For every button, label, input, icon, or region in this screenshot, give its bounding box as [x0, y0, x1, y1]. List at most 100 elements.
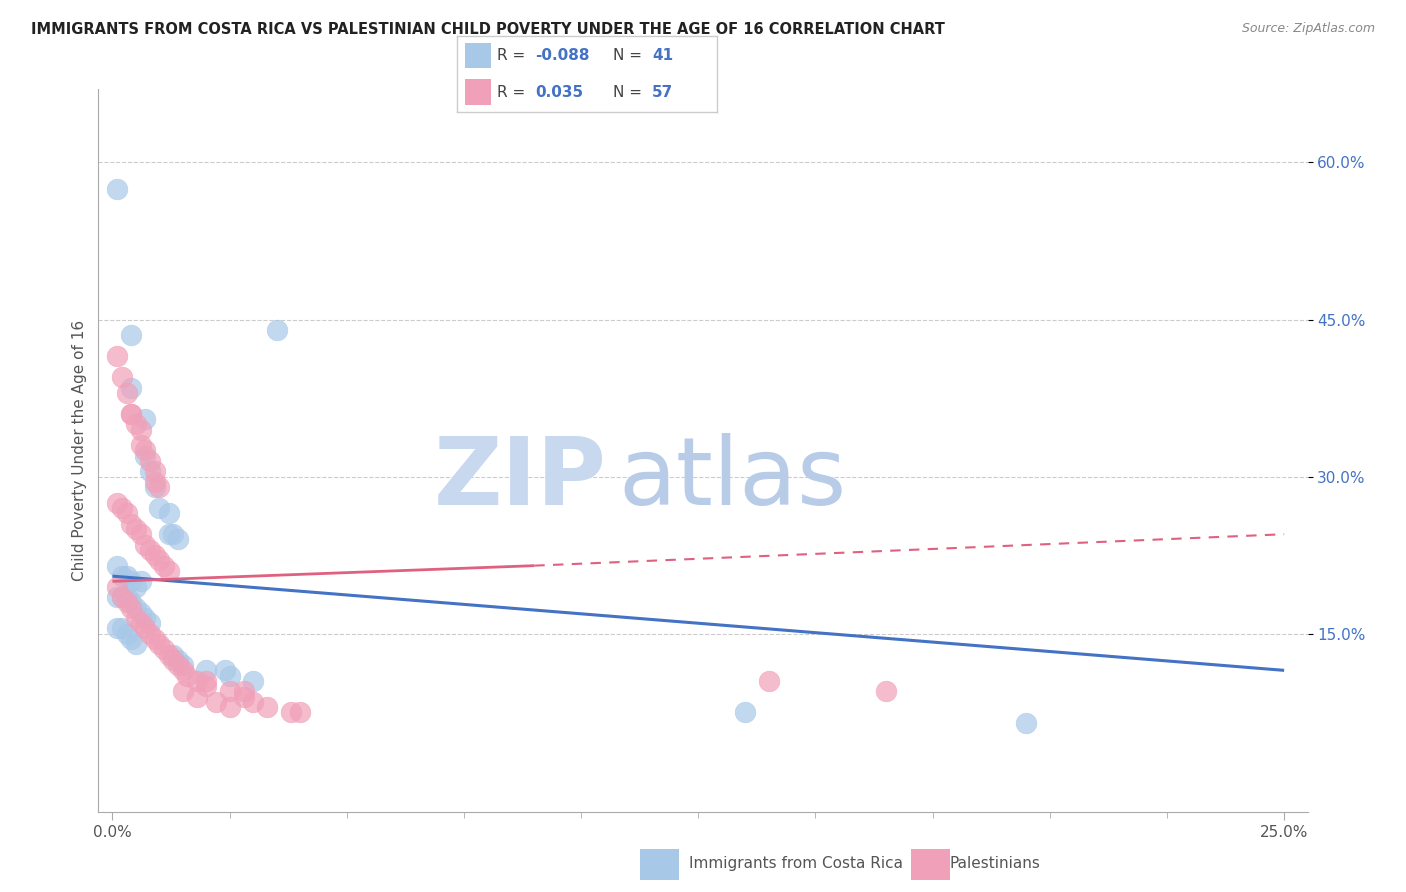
- Point: [120, 407, 142, 421]
- Point: [758, 673, 780, 688]
- Point: [120, 381, 142, 395]
- Point: [266, 323, 288, 337]
- Point: [162, 527, 184, 541]
- Point: [129, 423, 152, 437]
- Point: [214, 664, 236, 678]
- Point: [105, 349, 128, 363]
- Point: [232, 690, 254, 704]
- Point: [186, 690, 208, 704]
- Point: [256, 700, 278, 714]
- Point: [875, 684, 897, 698]
- Point: [139, 464, 162, 478]
- Point: [111, 622, 134, 636]
- Point: [125, 580, 148, 594]
- Point: [125, 522, 148, 536]
- Point: [167, 533, 190, 547]
- Bar: [465, 43, 491, 69]
- Point: [176, 668, 198, 682]
- Point: [134, 449, 156, 463]
- Point: [125, 600, 148, 615]
- Point: [157, 648, 180, 662]
- Point: [120, 574, 142, 589]
- Point: [115, 595, 138, 609]
- Text: Immigrants from Costa Rica: Immigrants from Costa Rica: [689, 856, 903, 871]
- Text: N =: N =: [613, 85, 647, 100]
- Point: [143, 464, 166, 478]
- Point: [148, 501, 170, 516]
- Text: N =: N =: [613, 47, 647, 62]
- Point: [195, 673, 218, 688]
- Point: [105, 590, 128, 604]
- Point: [218, 684, 240, 698]
- Point: [111, 569, 134, 583]
- Text: 57: 57: [652, 85, 673, 100]
- Point: [167, 658, 190, 673]
- Point: [129, 616, 152, 631]
- Point: [734, 705, 756, 719]
- Point: [129, 606, 152, 620]
- Point: [115, 506, 138, 520]
- Point: [1015, 715, 1038, 730]
- Point: [153, 642, 176, 657]
- Point: [232, 684, 254, 698]
- Point: [115, 385, 138, 400]
- Point: [105, 622, 128, 636]
- Point: [105, 558, 128, 573]
- Point: [129, 527, 152, 541]
- Point: [162, 648, 184, 662]
- Point: [204, 695, 226, 709]
- Point: [115, 626, 138, 640]
- Bar: [465, 78, 491, 104]
- Point: [134, 538, 156, 552]
- Point: [195, 664, 218, 678]
- Text: Palestinians: Palestinians: [949, 856, 1040, 871]
- Point: [120, 328, 142, 343]
- Point: [139, 616, 162, 631]
- Point: [195, 679, 218, 693]
- Point: [139, 454, 162, 468]
- Text: R =: R =: [498, 85, 530, 100]
- Point: [111, 370, 134, 384]
- Point: [218, 700, 240, 714]
- Y-axis label: Child Poverty Under the Age of 16: Child Poverty Under the Age of 16: [72, 320, 87, 581]
- Point: [288, 705, 311, 719]
- Point: [139, 543, 162, 558]
- Point: [105, 580, 128, 594]
- Text: R =: R =: [498, 47, 530, 62]
- Point: [172, 664, 194, 678]
- Point: [134, 622, 156, 636]
- Point: [134, 443, 156, 458]
- Point: [148, 637, 170, 651]
- Point: [134, 412, 156, 426]
- Text: 41: 41: [652, 47, 673, 62]
- Text: IMMIGRANTS FROM COSTA RICA VS PALESTINIAN CHILD POVERTY UNDER THE AGE OF 16 CORR: IMMIGRANTS FROM COSTA RICA VS PALESTINIA…: [31, 22, 945, 37]
- Text: ZIP: ZIP: [433, 434, 606, 525]
- Point: [143, 480, 166, 494]
- Point: [218, 668, 240, 682]
- Point: [143, 548, 166, 562]
- Point: [280, 705, 302, 719]
- Point: [125, 637, 148, 651]
- Point: [120, 595, 142, 609]
- Point: [242, 695, 264, 709]
- Point: [186, 673, 208, 688]
- Point: [148, 553, 170, 567]
- Point: [153, 558, 176, 573]
- Point: [162, 653, 184, 667]
- Point: [120, 600, 142, 615]
- Point: [111, 590, 134, 604]
- Point: [143, 475, 166, 489]
- Text: Source: ZipAtlas.com: Source: ZipAtlas.com: [1241, 22, 1375, 36]
- Point: [105, 496, 128, 510]
- Point: [120, 516, 142, 531]
- Point: [148, 480, 170, 494]
- Text: -0.088: -0.088: [534, 47, 589, 62]
- Point: [139, 626, 162, 640]
- Point: [120, 407, 142, 421]
- Point: [129, 438, 152, 452]
- Text: 0.035: 0.035: [534, 85, 583, 100]
- Point: [111, 501, 134, 516]
- Point: [167, 653, 190, 667]
- Point: [157, 506, 180, 520]
- Point: [120, 632, 142, 646]
